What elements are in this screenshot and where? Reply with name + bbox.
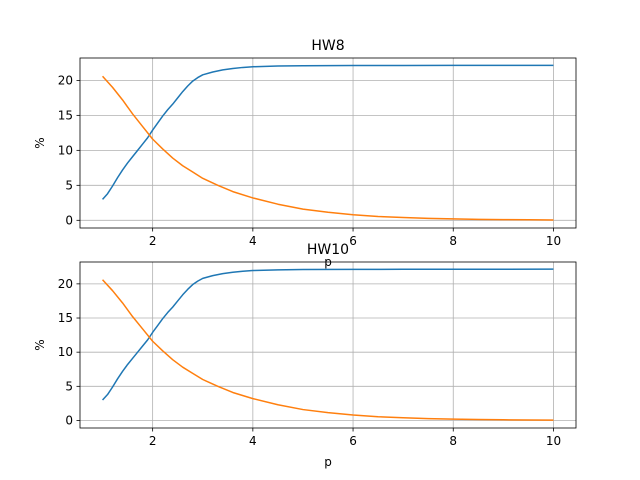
x-tick-label: 2 bbox=[149, 434, 157, 448]
x-tick-label: 4 bbox=[249, 434, 257, 448]
y-tick-label: 10 bbox=[58, 143, 73, 157]
y-tick-label: 10 bbox=[58, 345, 73, 359]
chart-title: HW8 bbox=[311, 38, 344, 54]
x-tick-label: 6 bbox=[349, 434, 357, 448]
x-tick-label: 10 bbox=[546, 434, 561, 448]
axes-frame bbox=[79, 57, 577, 229]
y-axis-label: % bbox=[33, 137, 47, 148]
x-tick-label: 8 bbox=[449, 234, 457, 248]
y-tick-label: 15 bbox=[58, 311, 73, 325]
y-tick-label: 0 bbox=[65, 213, 73, 227]
series-line-1 bbox=[101, 64, 554, 200]
series-line-2 bbox=[101, 75, 554, 221]
axes-frame bbox=[79, 261, 577, 429]
x-axis-label: p bbox=[324, 455, 332, 469]
subplot-2: 2 4 6 8 10 0 5 10 15 20 p% bbox=[33, 261, 577, 469]
x-tick-label: 8 bbox=[449, 434, 457, 448]
chart-title: HW10 bbox=[307, 242, 349, 258]
y-tick-label: 15 bbox=[58, 108, 73, 122]
series-line-1 bbox=[101, 268, 554, 401]
y-tick-label: 5 bbox=[65, 379, 73, 393]
x-tick-label: 4 bbox=[249, 234, 257, 248]
series-line-2 bbox=[101, 279, 554, 421]
y-tick-label: 20 bbox=[58, 277, 73, 291]
x-tick-label: 10 bbox=[546, 234, 561, 248]
y-tick-label: 0 bbox=[65, 413, 73, 427]
x-tick-label: 6 bbox=[349, 234, 357, 248]
y-tick-label: 20 bbox=[58, 73, 73, 87]
y-axis-label: % bbox=[33, 339, 47, 350]
x-tick-label: 2 bbox=[149, 234, 157, 248]
y-tick-label: 5 bbox=[65, 178, 73, 192]
